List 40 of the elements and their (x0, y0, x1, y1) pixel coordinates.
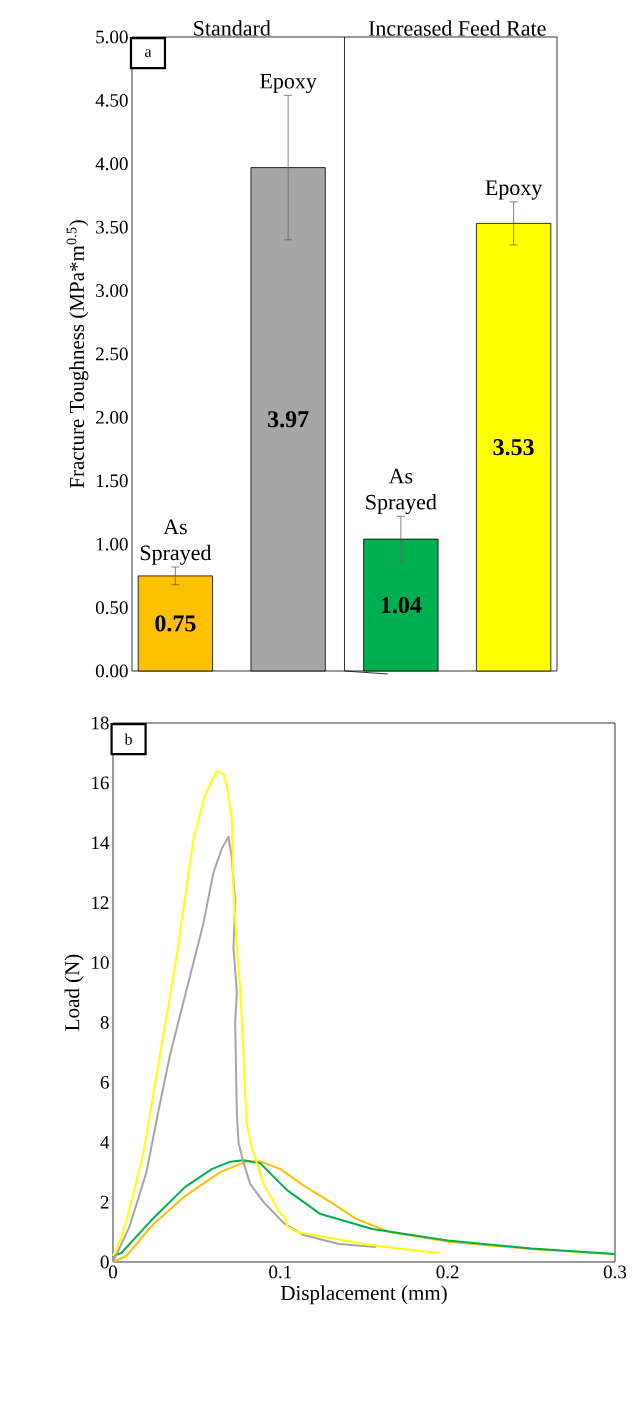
annotation: As Sprayed (366, 468, 437, 515)
text: Increased Feed Rate (368, 20, 546, 36)
line-series (112, 835, 377, 1263)
y-tick-label: 2.50 (96, 347, 128, 361)
y-tick-label: 4.00 (95, 157, 128, 171)
y-tick-label: 12 (92, 896, 109, 909)
y-tick-label: 4 (100, 1135, 110, 1149)
y-tick-label: 16 (92, 776, 109, 790)
x-tick-label: 0.1 (269, 1265, 292, 1279)
text: Standard (194, 20, 271, 36)
y-axis-title: Load (N) (64, 954, 84, 1031)
y-tick-label: 10 (92, 956, 109, 969)
annotation: Epoxy (485, 180, 543, 200)
y-tick-label: 2 (100, 1195, 109, 1209)
y-tick-label: 3.00 (96, 284, 128, 298)
y-tick-label: 0.50 (95, 601, 128, 615)
y-tick-label: 1.00 (96, 537, 128, 551)
y-tick-label: 0.00 (95, 664, 128, 678)
y-tick-label: 6 (100, 1075, 109, 1089)
annotation: a (144, 49, 152, 57)
y-axis-title: Fracture Toughness (MPa*m$^{0.5}$) (66, 220, 89, 489)
y-tick-label: 0 (100, 1255, 109, 1269)
x-tick-label: 0.2 (436, 1265, 459, 1279)
annotation: Epoxy (260, 73, 317, 94)
data-label: 1.04 (381, 596, 422, 614)
annotation: b (124, 733, 132, 745)
y-tick-label: 18 (92, 716, 109, 730)
y-tick-label: 2.00 (96, 410, 128, 424)
y-tick-label: 8 (100, 1016, 109, 1029)
y-tick-label: 14 (92, 836, 110, 850)
y-tick-label: 5.00 (96, 30, 128, 44)
x-axis-title: Displacement (mm) (280, 1285, 447, 1305)
y-tick-label: 4.50 (95, 93, 128, 107)
data-label: 0.75 (155, 615, 196, 632)
y-tick-label: 3.50 (96, 220, 128, 234)
data-label: 3.97 (268, 411, 309, 428)
annotation: As Sprayed (140, 519, 212, 565)
data-label: 3.53 (493, 439, 534, 456)
x-tick-label: 0.3 (603, 1265, 627, 1279)
y-tick-label: 1.50 (96, 474, 128, 488)
